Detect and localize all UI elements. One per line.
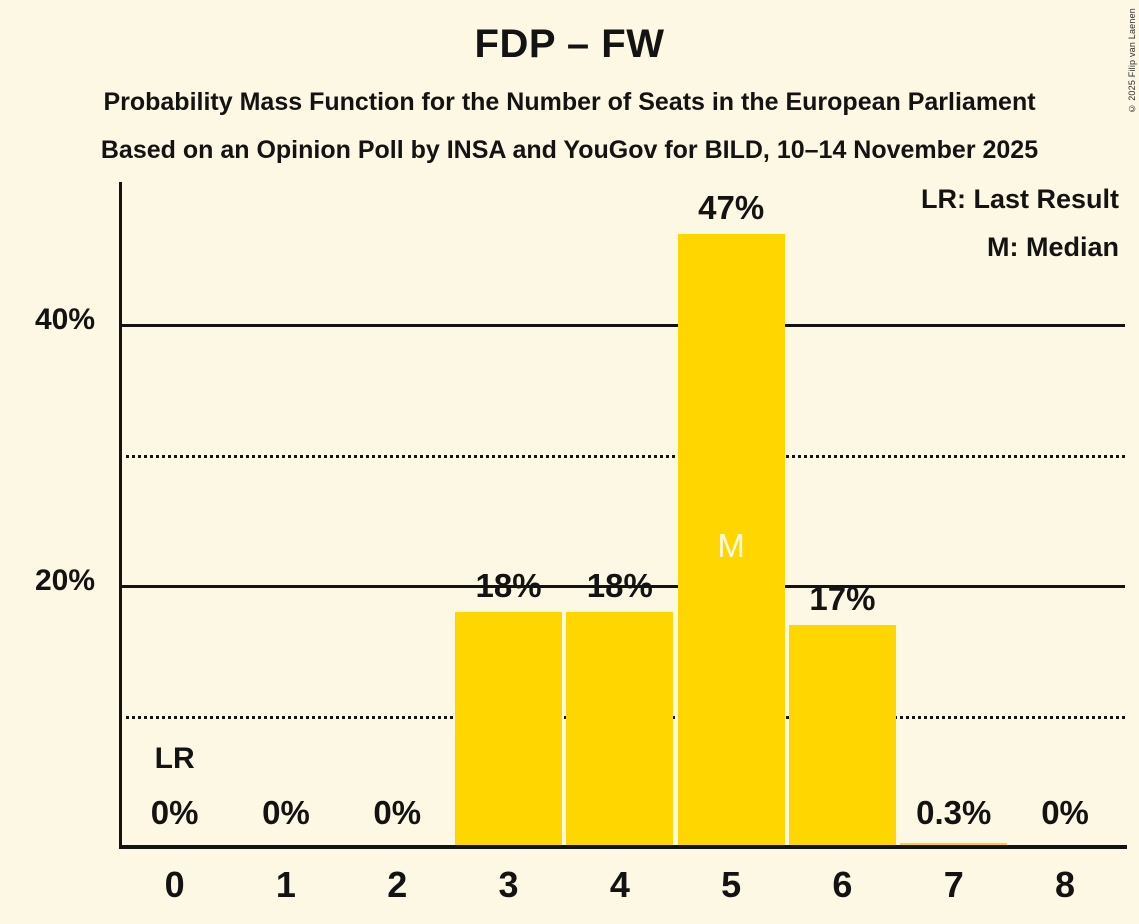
x-axis-tick-label-0: 0 — [164, 864, 185, 905]
bar-value-label-seat-6: 17% — [809, 580, 876, 618]
bar-seat-3 — [454, 612, 563, 847]
bar-value-label-seat-4: 18% — [586, 567, 653, 605]
x-axis-tick-label-8: 8 — [1055, 864, 1076, 905]
bar-value-label-seat-0: 0% — [150, 794, 199, 831]
gridline-40pct — [119, 324, 1125, 327]
x-axis-tick-label-6: 6 — [832, 864, 853, 905]
gridline-20pct — [119, 585, 1125, 588]
x-axis-tick-label-5: 5 — [721, 864, 742, 905]
x-axis-tick-label-3: 3 — [498, 864, 519, 905]
y-axis-tick-label: 20% — [34, 564, 95, 597]
y-axis-line — [119, 182, 122, 849]
x-axis-tick-label-1: 1 — [275, 864, 296, 905]
x-axis-tick-label-4: 4 — [609, 864, 630, 905]
bar-value-label-seat-3: 18% — [475, 567, 542, 605]
marker-m-seat-5: M — [717, 527, 745, 564]
x-axis-line — [119, 845, 1127, 849]
gridline-30pct — [119, 454, 1125, 458]
x-axis-tick-label-2: 2 — [387, 864, 408, 905]
bar-value-label-seat-7: 0.3% — [916, 794, 992, 831]
x-axis-tick-label-7: 7 — [943, 864, 964, 905]
bar-value-label-seat-5: 47% — [698, 188, 765, 226]
marker-lr-seat-0: LR — [154, 742, 195, 775]
bar-value-label-seat-2: 0% — [373, 794, 422, 831]
bar-value-label-seat-8: 0% — [1041, 794, 1089, 831]
y-axis-tick-label: 40% — [34, 303, 95, 336]
legend-median: M: Median — [987, 232, 1119, 262]
bar-seat-5 — [677, 233, 785, 847]
bar-value-label-seat-1: 0% — [262, 794, 310, 831]
chart-subtitle: Probability Mass Function for the Number… — [103, 88, 1036, 116]
bar-seat-4 — [566, 612, 674, 847]
legend-last-result: LR: Last Result — [920, 184, 1119, 214]
copyright-notice: © 2025 Filip van Laenen — [1127, 8, 1137, 114]
chart-title: FDP – FW — [474, 22, 665, 66]
chart-source-subtitle: Based on an Opinion Poll by INSA and You… — [100, 136, 1039, 164]
bar-seat-6 — [788, 625, 897, 847]
